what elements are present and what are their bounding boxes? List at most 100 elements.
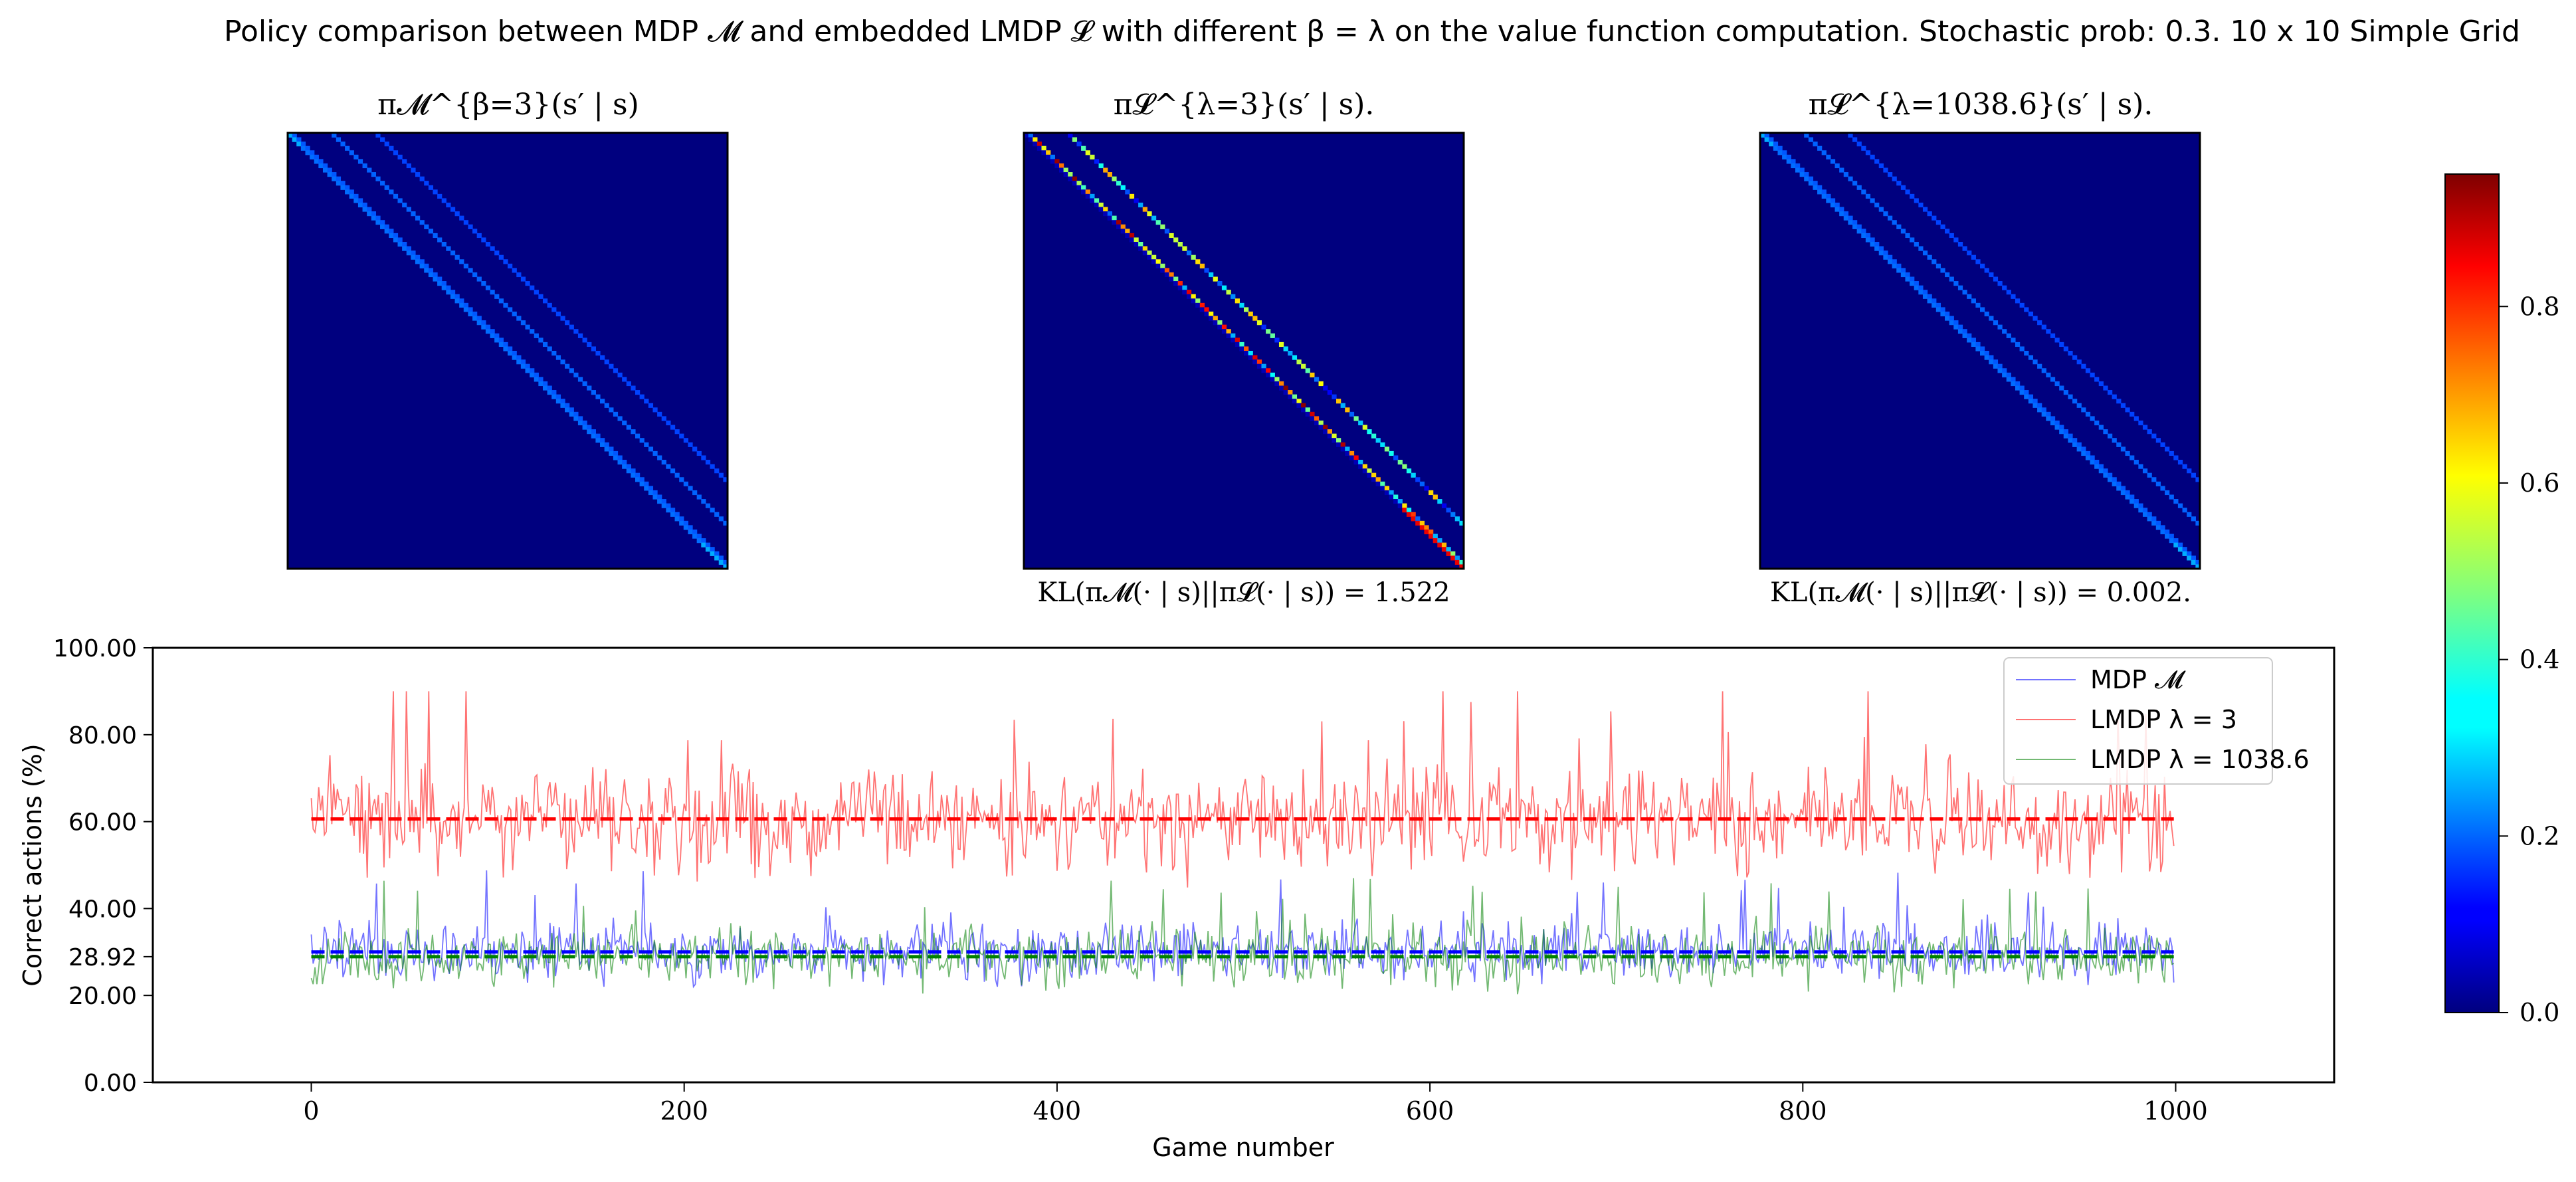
heatmap-cell [503,302,508,308]
heatmap-cell [2195,564,2201,569]
heatmap-cell [1441,547,1447,552]
heatmap-cell [1090,154,1095,159]
heatmap-cell [463,302,469,308]
heatmap-cell [1244,351,1249,356]
heatmap-cell [1318,425,1324,430]
heatmap-cell [2133,416,2139,421]
legend-label-lmdp-3: LMDP λ = 3 [2090,705,2237,734]
heatmap-cell [340,181,346,186]
heatmap-cell [1870,198,1875,203]
heatmap-cell [1217,320,1223,326]
heatmap-cell [2032,359,2038,365]
heatmap-cell [2116,481,2122,486]
heatmap-cell [1177,285,1183,290]
heatmap-cell [1967,338,1972,343]
heatmap-cell [1239,342,1244,347]
heatmap-2-frame [1023,132,1465,570]
heatmap-cell [1935,263,1941,268]
heatmap-cell [1305,411,1310,417]
heatmap-cell [1278,342,1284,347]
heatmap-cell [1261,368,1266,373]
heatmap-cell [1252,359,1258,365]
x-tick-label: 600 [1406,1096,1454,1126]
heatmap-cell [468,311,473,317]
heatmap-cell [1957,242,1963,247]
heatmap-cell [2138,503,2143,508]
heatmap-cell [577,377,583,382]
heatmap-cell [1063,172,1068,177]
heatmap-cell [1870,154,1875,159]
heatmap-cell [1310,411,1315,417]
heatmap-cell [1160,268,1165,273]
heatmap-cell [1103,167,1108,173]
heatmap-cell [1993,359,1999,365]
heatmap-cell [617,460,623,465]
heatmap-cell [516,355,522,360]
heatmap-cell [591,433,596,439]
heatmap-cell [349,150,354,155]
heatmap-cell [1362,425,1367,430]
heatmap-cell [1310,372,1315,377]
heatmap-cell [508,346,513,351]
heatmap-cell [1826,198,1831,203]
heatmap-cell [714,551,720,556]
heatmap-cell [657,411,662,417]
heatmap-cell [1949,276,1954,282]
heatmap-cell [1918,290,1924,295]
heatmap-cell [635,390,641,395]
heatmap-cell [419,220,425,225]
heatmap-cell [1883,254,1888,260]
heatmap-cell [1450,555,1456,561]
heatmap-cell [1949,233,1954,239]
heatmap-cell [1296,359,1302,365]
heatmap-cell [2151,520,2157,526]
heatmap-cell [648,446,654,452]
heatmap-cell [648,486,654,491]
heatmap-cell [1248,355,1253,360]
heatmap-cell [494,338,500,343]
heatmap-cell [644,399,649,404]
heatmap-cell [508,307,513,312]
heatmap-cell [631,472,636,478]
heatmap-cell [1191,298,1196,304]
heatmap-cell [1821,189,1827,195]
heatmap-cell [617,372,623,377]
heatmap-cell [411,211,416,217]
heatmap-cell [1046,150,1051,155]
heatmap-cell [2142,468,2148,474]
heatmap-cell [1896,181,1902,186]
heatmap-cell [1782,154,1787,159]
heatmap-cell [1914,198,1919,203]
heatmap-cell [1142,250,1147,256]
heatmap-cell [406,246,411,251]
heatmap-cell [2037,320,2042,326]
heatmap-cell [490,290,495,295]
heatmap-cell [626,468,631,474]
heatmap-cell [419,259,425,264]
heatmap-cell [604,403,609,408]
heatmap-cell [384,229,389,234]
heatmap-cell [635,433,641,439]
heatmap-cell [371,211,376,217]
heatmap-cell [565,363,570,369]
heatmap-cell [1085,189,1090,195]
heatmap-cell [1112,220,1117,225]
heatmap-cell [411,167,416,173]
heatmap-cell [1349,455,1355,460]
heatmap-cell [1173,281,1179,286]
heatmap-cell [2094,420,2100,426]
heatmap-3-cells [1760,133,2201,569]
heatmap-cell [2182,547,2187,552]
heatmap-cell [1834,163,1840,169]
heatmap-cell [1107,172,1112,177]
heatmap-cell [2090,416,2095,421]
heatmap-cell [1054,163,1060,169]
x-axis-label: Game number [1152,1133,1334,1162]
heatmap-cell [2041,368,2046,373]
heatmap-1-cells [288,133,728,569]
heatmap-cell [2116,486,2122,491]
heatmap-cell [1336,399,1341,404]
heatmap-cell [2103,472,2108,478]
heatmap-cell [1795,163,1801,169]
heatmap-cell [639,394,644,399]
